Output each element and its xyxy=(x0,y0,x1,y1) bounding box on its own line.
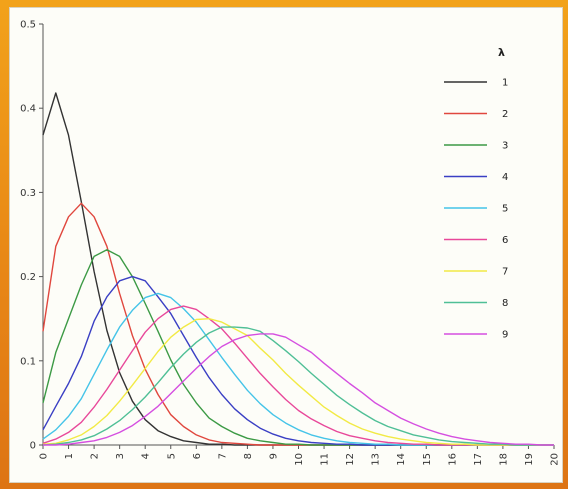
y-tick-label: 0.3 xyxy=(20,188,36,199)
x-tick-label: 7 xyxy=(217,453,228,459)
x-tick-label: 13 xyxy=(371,453,382,466)
legend-label-9: 9 xyxy=(502,330,508,341)
y-tick-label: 0.5 xyxy=(20,20,36,31)
x-tick-label: 6 xyxy=(192,453,203,459)
x-tick-label: 20 xyxy=(550,453,561,466)
series-line-9 xyxy=(43,333,554,446)
legend-label-3: 3 xyxy=(502,141,508,152)
y-tick-label: 0.1 xyxy=(20,356,36,367)
chart-frame: 0 0.1 0.2 0.3 0.4 0.5 0 1 2 3 4 5 6 7 8 9 10 11 12 13 14 15 16… xyxy=(9,7,563,483)
legend-label-7: 7 xyxy=(502,267,508,278)
x-tick-label: 19 xyxy=(524,453,535,466)
y-tick-label: 0 xyxy=(30,441,36,452)
x-tick-label: 16 xyxy=(447,453,458,466)
legend-label-6: 6 xyxy=(502,235,508,246)
x-tick-label: 1 xyxy=(64,453,75,459)
x-tick-label: 10 xyxy=(294,453,305,466)
legend-title: λ xyxy=(498,46,505,59)
legend-label-8: 8 xyxy=(502,298,508,309)
axes: 00.10.20.30.40.50 1 2 3 4 5 6 7 8 9 10 11 12 13 14 15 16… xyxy=(20,20,560,466)
x-tick-label: 8 xyxy=(243,453,254,459)
legend: λ 1 2 3 4 5 6 7 8 9 xyxy=(444,46,508,341)
x-tick-label: 11 xyxy=(320,453,331,466)
legend-label-5: 5 xyxy=(502,204,508,215)
x-tick-label: 9 xyxy=(268,453,279,459)
y-tick-label: 0.2 xyxy=(20,272,36,283)
series-line-8 xyxy=(42,326,554,446)
x-tick-label: 3 xyxy=(115,453,126,459)
x-tick-label: 4 xyxy=(141,453,152,459)
x-tick-label: 2 xyxy=(90,453,101,459)
x-tick-label: 5 xyxy=(166,453,177,459)
series-line-7 xyxy=(42,318,554,446)
x-tick-label: 17 xyxy=(473,453,484,466)
series-line-3 xyxy=(42,248,554,446)
legend-label-4: 4 xyxy=(502,172,508,183)
x-tick-label: 14 xyxy=(396,453,407,466)
legend-label-2: 2 xyxy=(502,109,508,120)
x-tick-label: 18 xyxy=(498,453,509,466)
x-tick-label: 15 xyxy=(422,453,433,466)
y-tick-label: 0.4 xyxy=(20,104,36,115)
x-tick-label: 0 xyxy=(39,453,50,459)
x-tick-label: 12 xyxy=(345,453,356,466)
legend-label-1: 1 xyxy=(502,78,508,89)
series-lines xyxy=(42,92,554,446)
poisson-chart: 00.10.20.30.40.50 1 2 3 4 5 6 7 8 9 10 11 12 13 14 15 16… xyxy=(20,20,560,466)
